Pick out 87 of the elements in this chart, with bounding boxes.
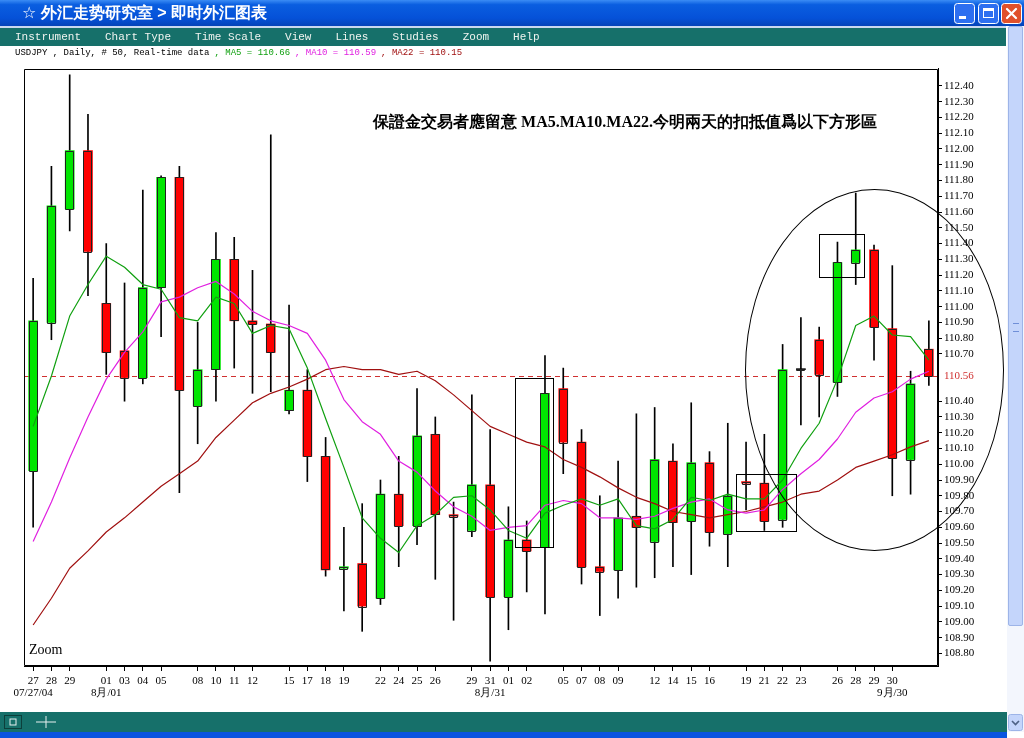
x-tick-label: 22 xyxy=(777,673,789,686)
x-tick-label: 01 xyxy=(100,673,112,686)
y-tick-label: 109.10 xyxy=(944,598,975,611)
text: , MA10 = 110.59 xyxy=(295,48,377,58)
text: , MA22 = 110.15 xyxy=(381,48,463,58)
x-tick-label: 12 xyxy=(649,673,661,686)
candlestick xyxy=(521,520,532,593)
y-tick-label: 110.00 xyxy=(944,457,975,470)
y-tick-label: 109.40 xyxy=(944,551,975,564)
x-tick-label: 08 xyxy=(594,673,606,686)
x-tick-label: 25 xyxy=(411,673,424,686)
x-tick-label: 19 xyxy=(740,673,753,686)
x-tick-label: 24 xyxy=(393,673,405,686)
text: , MA5 = 110.66 xyxy=(214,48,291,58)
y-tick-label: 111.30 xyxy=(944,252,974,265)
y-tick-label: 112.20 xyxy=(944,110,975,123)
y-tick-label: 111.90 xyxy=(944,157,974,170)
y-tick-label: 110.10 xyxy=(944,441,975,454)
y-tick-label: 109.20 xyxy=(944,583,975,596)
x-tick-label: 17 xyxy=(301,673,314,686)
y-tick-label: 111.10 xyxy=(944,283,974,296)
x-tick-label: 12 xyxy=(247,673,258,686)
y-tick-label: 109.30 xyxy=(944,567,975,580)
y-tick-label: 109.00 xyxy=(944,614,975,627)
x-tick-label: 26 xyxy=(429,673,442,686)
text: 8月/01 xyxy=(90,685,122,698)
x-tick-label: 29 xyxy=(64,673,76,686)
annotation: Zoom xyxy=(29,641,63,657)
y-tick-label: 110.40 xyxy=(944,394,975,407)
x-tick-label: 05 xyxy=(557,673,570,686)
y-tick-label: 108.80 xyxy=(944,646,975,659)
x-tick-label: 23 xyxy=(795,673,807,686)
title-bar: ☆ 外汇走势研究室 > 即时外汇图表 xyxy=(0,0,1024,26)
x-tick-label: 07 xyxy=(576,673,588,686)
text: 8月/31 xyxy=(474,685,506,698)
x-tick-label: 29 xyxy=(868,673,881,686)
x-tick-label: 11 xyxy=(228,673,240,686)
annotation: 保證金交易者應留意 MA5.MA10.MA22.今明兩天的扣抵值爲以下方形區 xyxy=(372,111,877,130)
x-tick-label: 22 xyxy=(374,673,386,686)
menu-bar: Instrument Chart Type Time Scale View Lines Studies Zoom Help xyxy=(0,26,1006,46)
x-tick-label: 21 xyxy=(758,673,770,686)
y-tick-label: 111.60 xyxy=(944,204,974,217)
x-tick-label: 30 xyxy=(886,673,899,686)
y-tick-label: 109.60 xyxy=(944,520,975,533)
y-tick-label: 110.56 xyxy=(944,368,975,381)
y-tick-label: 112.00 xyxy=(944,141,975,154)
y-tick-label: 112.40 xyxy=(944,78,975,91)
x-tick-label: 14 xyxy=(667,673,679,686)
x-tick-label: 16 xyxy=(704,673,716,686)
candlestick xyxy=(265,134,276,393)
x-tick-label: 19 xyxy=(338,673,350,686)
y-tick-label: 110.20 xyxy=(944,425,975,438)
y-tick-label: 110.30 xyxy=(944,409,975,422)
y-tick-label: 112.10 xyxy=(944,126,975,139)
y-tick-label: 109.90 xyxy=(944,472,975,485)
y-tick-label: 110.70 xyxy=(944,346,975,359)
x-tick-label: 15 xyxy=(685,673,698,686)
y-tick-label: 110.90 xyxy=(944,315,975,328)
x-tick-label: 31 xyxy=(484,673,496,686)
y-tick-label: 111.70 xyxy=(944,189,974,202)
chart-title: ☆ 外汇走势研究室 > 即时外汇图表 xyxy=(22,4,268,21)
x-tick-label: 03 xyxy=(119,673,131,686)
x-tick-label: 10 xyxy=(210,673,222,686)
x-tick-label: 05 xyxy=(155,673,168,686)
text: 07/27/04 xyxy=(13,685,54,698)
x-tick-label: 27 xyxy=(27,673,40,686)
x-tick-label: 28 xyxy=(850,673,862,686)
x-tick-label: 04 xyxy=(137,673,149,686)
y-tick-label: 111.00 xyxy=(944,299,974,312)
x-tick-label: 29 xyxy=(466,673,478,686)
x-tick-label: 08 xyxy=(192,673,204,686)
x-tick-label: 26 xyxy=(831,673,844,686)
x-tick-label: 15 xyxy=(283,673,296,686)
x-tick-label: 02 xyxy=(521,673,533,686)
y-tick-label: 110.80 xyxy=(944,331,975,344)
x-tick-label: 18 xyxy=(320,673,332,686)
x-tick-label: 09 xyxy=(612,673,625,686)
x-tick-label: 01 xyxy=(502,673,514,686)
x-tick-label: 28 xyxy=(45,673,58,686)
text: 9月/30 xyxy=(877,685,909,698)
candlestick xyxy=(284,304,294,415)
y-tick-label: 111.20 xyxy=(944,267,974,280)
y-tick-label: 109.50 xyxy=(944,535,975,548)
y-tick-label: 112.30 xyxy=(944,94,975,107)
y-tick-label: 108.90 xyxy=(944,630,975,643)
y-tick-label: 111.80 xyxy=(944,173,974,186)
chart-subtitle: USDJPY , Daily, # 50, Real-time data xyxy=(15,47,210,60)
